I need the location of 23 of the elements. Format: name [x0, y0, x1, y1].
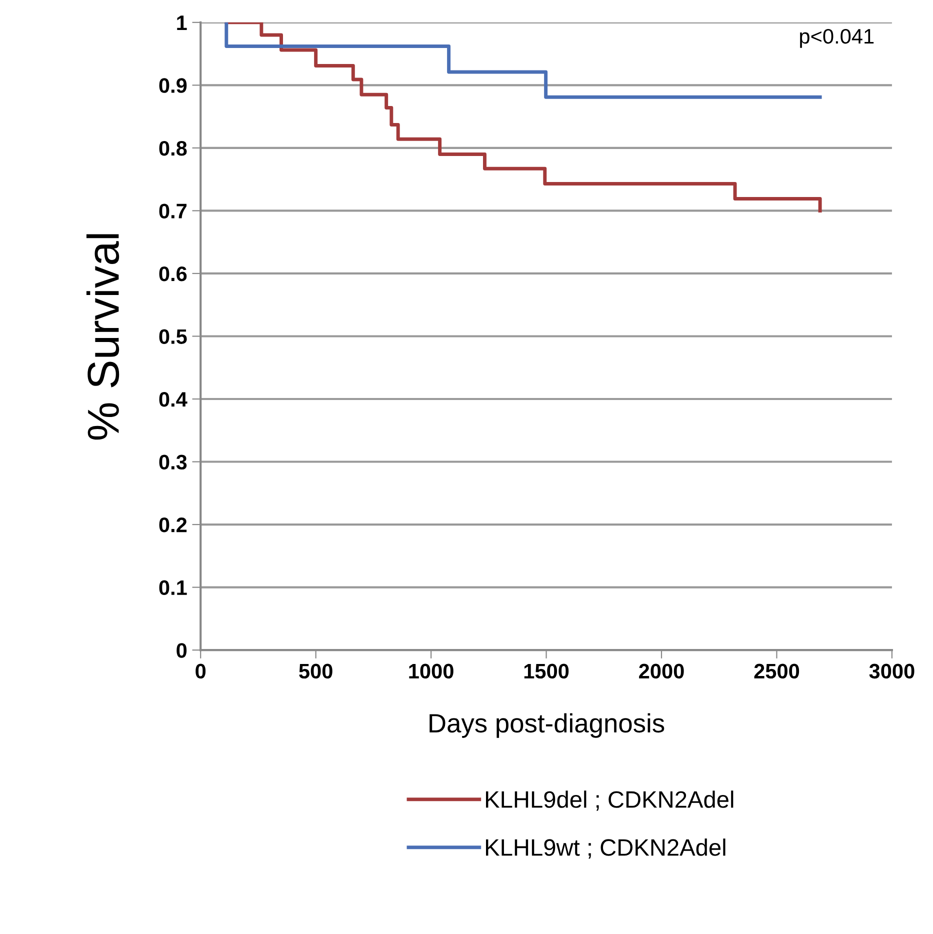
legend-label: KLHL9del ; CDKN2Adel	[486, 790, 734, 811]
x-tick-label: 1500	[524, 664, 569, 679]
y-tick-label: 0.2	[159, 518, 187, 532]
y-tick-label: 0	[176, 643, 187, 658]
y-axis-title: % Survival	[86, 234, 120, 440]
x-tick-label: 2500	[754, 664, 800, 679]
y-tick-label: 1	[177, 16, 187, 30]
legend-label: KLHL9wt ; CDKN2Adel	[486, 838, 726, 859]
x-tick-label: 3000	[869, 664, 914, 679]
x-tick-label: 2000	[639, 664, 684, 679]
annotation: p<0.041	[800, 28, 874, 48]
y-tick-label: 0.4	[159, 392, 188, 407]
y-tick-label: 0.7	[159, 204, 186, 218]
x-tick-label: 500	[299, 664, 332, 679]
x-axis-title: Days post-diagnosis	[430, 713, 664, 738]
x-tick-label: 0	[196, 664, 206, 679]
y-tick-label: 0.6	[159, 266, 187, 282]
y-tick-label: 0.8	[159, 140, 187, 156]
x-tick-label: 1000	[409, 664, 454, 679]
y-tick-label: 0.9	[159, 78, 187, 93]
y-tick-label: 0.3	[159, 454, 187, 470]
y-tick-label: 0.1	[159, 580, 187, 596]
y-tick-label: 0.5	[159, 329, 187, 344]
